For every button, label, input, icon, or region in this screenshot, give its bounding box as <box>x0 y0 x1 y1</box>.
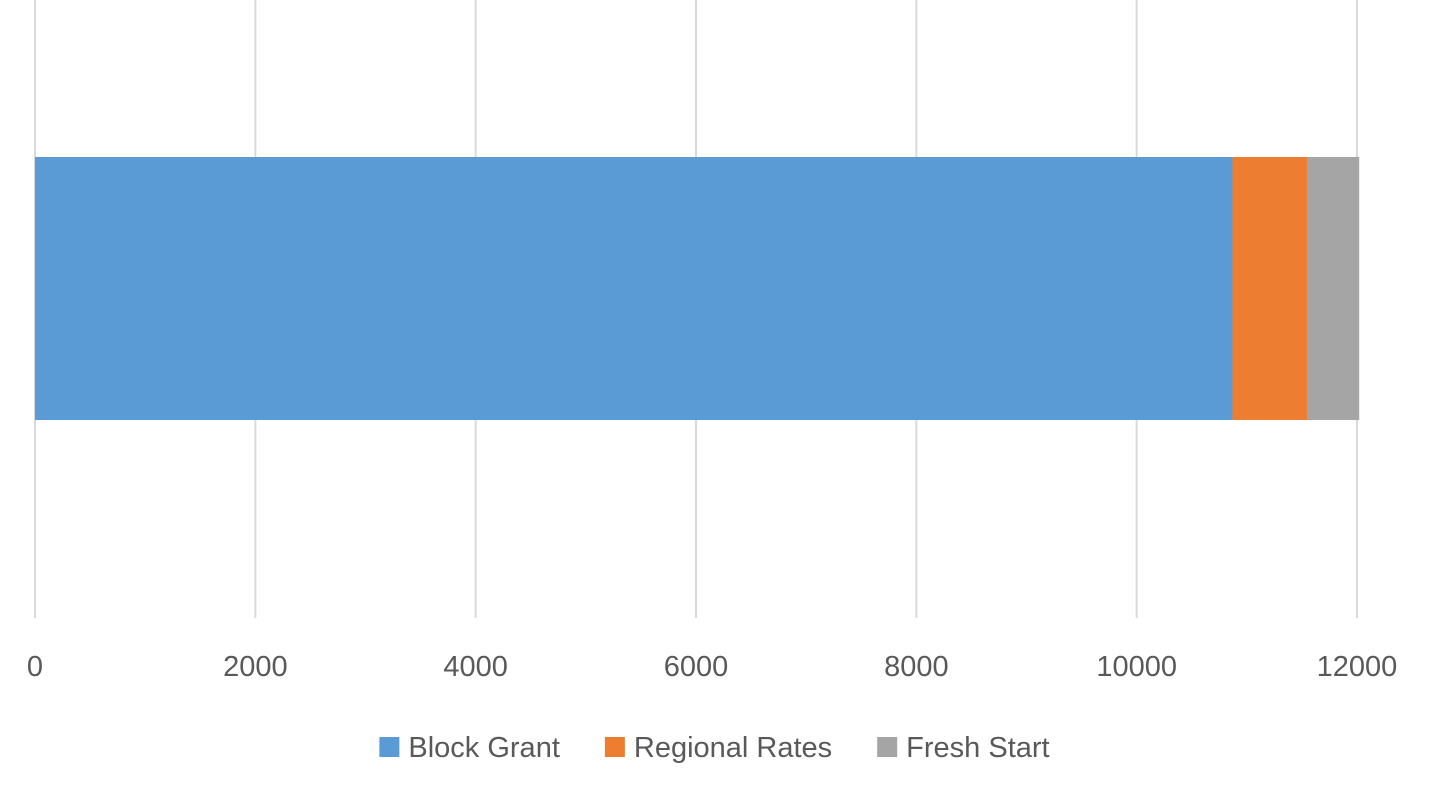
legend-label: Fresh Start <box>906 732 1049 764</box>
legend-label: Regional Rates <box>634 732 832 764</box>
x-tick-label: 0 <box>27 651 43 683</box>
bar-segment-fresh-start <box>1307 157 1360 420</box>
bar-segment-block-grant <box>35 157 1233 420</box>
x-tick-label: 2000 <box>223 651 288 683</box>
x-tick-label: 10000 <box>1096 651 1177 683</box>
legend: Block Grant Regional Rates Fresh Start <box>379 732 1050 764</box>
x-axis-tick-labels: 0 2000 4000 6000 8000 10000 12000 <box>27 651 1397 683</box>
legend-swatch <box>604 737 625 757</box>
x-tick-label: 4000 <box>443 651 508 683</box>
legend-swatch <box>877 737 898 757</box>
x-tick-label: 8000 <box>884 651 949 683</box>
bar-segments <box>35 157 1360 420</box>
x-tick-label: 12000 <box>1317 651 1398 683</box>
legend-swatch <box>379 737 400 757</box>
x-tick-label: 6000 <box>664 651 729 683</box>
bar-segment-regional-rates <box>1232 157 1308 420</box>
legend-label: Block Grant <box>408 732 560 764</box>
